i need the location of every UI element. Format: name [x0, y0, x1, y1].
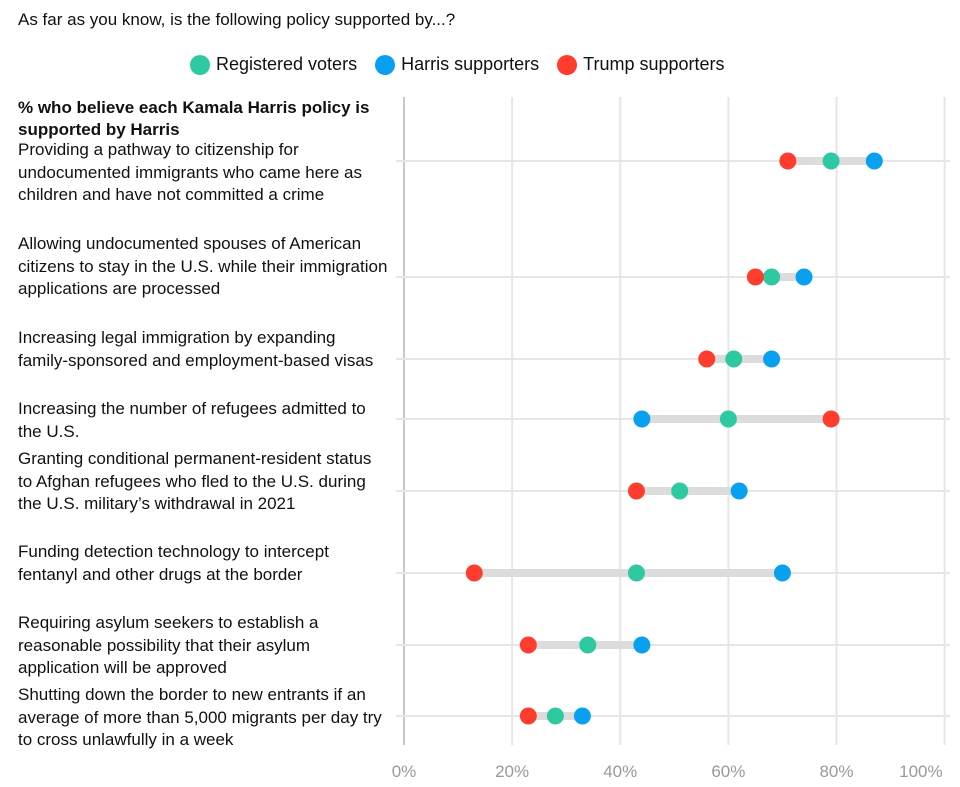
dot-registered-voters [719, 410, 737, 428]
dot-harris-supporters [763, 350, 781, 368]
legend-item-trump: Trump supporters [557, 54, 725, 75]
x-tick-label: 20% [495, 762, 529, 781]
category-label: Funding detection technology to intercep… [18, 542, 329, 584]
dot-registered-voters [671, 482, 689, 500]
dot-registered-voters [822, 152, 840, 170]
dot-trump-supporters [519, 707, 537, 725]
dot-harris-supporters [773, 564, 791, 582]
x-tick-label: 100% [899, 762, 942, 781]
dot-harris-supporters [730, 482, 748, 500]
x-tick-label: 80% [819, 762, 853, 781]
dot-registered-voters [546, 707, 564, 725]
dot-harris-supporters [573, 707, 591, 725]
legend-swatch [557, 54, 578, 75]
dot-registered-voters [763, 268, 781, 286]
dot-trump-supporters [627, 482, 645, 500]
legend-item-harris: Harris supporters [375, 54, 539, 75]
dot-trump-supporters [465, 564, 483, 582]
legend-swatch [375, 54, 396, 75]
chart-subtitle: % who believe each Kamala Harris policy … [18, 98, 370, 139]
question-text: As far as you know, is the following pol… [18, 10, 456, 29]
dot-registered-voters [579, 636, 597, 654]
category-label: Providing a pathway to citizenship for u… [18, 140, 362, 204]
dot-harris-supporters [865, 152, 883, 170]
dot-harris-supporters [633, 636, 651, 654]
legend-label: Harris supporters [401, 54, 540, 74]
dot-trump-supporters [779, 152, 797, 170]
category-label: Requiring asylum seekers to establish a … [18, 613, 319, 677]
dot-harris-supporters [795, 268, 813, 286]
category-label: Granting conditional permanent-resident … [18, 449, 372, 513]
legend-item-registered: Registered voters [190, 54, 357, 75]
dot-registered-voters [627, 564, 645, 582]
dot-trump-supporters [822, 410, 840, 428]
dot-trump-supporters [698, 350, 716, 368]
dot-trump-supporters [746, 268, 764, 286]
category-label: Increasing the number of refugees admitt… [18, 399, 366, 441]
dot-trump-supporters [519, 636, 537, 654]
dot-registered-voters [725, 350, 743, 368]
dot-harris-supporters [633, 410, 651, 428]
category-label: Increasing legal immigration by expandin… [18, 328, 374, 370]
legend-swatch [190, 54, 210, 75]
x-tick-label: 40% [603, 762, 637, 781]
x-tick-label: 0% [392, 762, 417, 781]
category-label: Allowing undocumented spouses of America… [18, 234, 388, 298]
x-tick-label: 60% [711, 762, 745, 781]
legend: Registered voters Harris supporters Trum… [190, 54, 725, 75]
category-label: Shutting down the border to new entrants… [18, 685, 382, 749]
legend-label: Registered voters [216, 54, 358, 74]
legend-label: Trump supporters [583, 54, 725, 74]
